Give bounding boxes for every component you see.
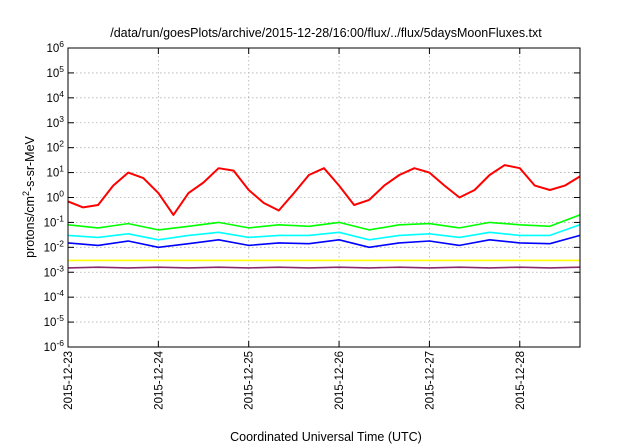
y-tick-label: 10-5 [44, 313, 65, 329]
x-tick-label: 2015-12-23 [63, 351, 75, 410]
y-tick-label: 10-6 [44, 338, 65, 354]
series-line-2 [67, 214, 581, 231]
y-tick-base: 10 [44, 292, 57, 304]
y-tick-base: 10 [44, 267, 57, 279]
y-tick-base: 10 [44, 342, 57, 354]
y-tick-exponent: -2 [56, 238, 64, 248]
y-tick-base: 10 [46, 143, 59, 155]
x-tick-label: 2015-12-27 [424, 351, 436, 410]
x-tick-label: 2015-12-25 [244, 351, 256, 410]
y-tick-exponent: 1 [59, 164, 64, 174]
y-axis-label-pre: protons/cm [23, 196, 37, 258]
y-tick-label: 10-4 [44, 288, 65, 304]
axis-ticks [67, 47, 580, 348]
y-tick-label: 104 [46, 89, 64, 105]
x-axis-label: Coordinated Universal Time (UTC) [230, 430, 422, 444]
y-tick-exponent: 6 [59, 39, 64, 49]
y-axis-label-post: -s-sr-MeV [23, 135, 37, 191]
y-tick-base: 10 [46, 68, 59, 80]
y-tick-label: 10-3 [44, 263, 65, 279]
y-tick-label: 10-2 [44, 238, 65, 254]
series-line-6 [67, 266, 581, 269]
y-tick-exponent: -1 [56, 213, 64, 223]
y-tick-exponent: 2 [59, 139, 64, 149]
y-tick-base: 10 [46, 193, 59, 205]
y-tick-base: 10 [44, 317, 57, 329]
y-tick-exponent: -3 [56, 263, 64, 273]
x-tick-label: 2015-12-24 [153, 350, 165, 409]
chart-title: /data/run/goesPlots/archive/2015-12-28/1… [110, 26, 542, 40]
x-tick-label: 2015-12-28 [515, 351, 527, 410]
x-tick-labels: 2015-12-23 2015-12-24 2015-12-25 2015-12-26… [63, 350, 527, 409]
y-tick-base: 10 [46, 118, 59, 130]
y-tick-exponent: 4 [59, 89, 64, 99]
y-tick-label: 105 [46, 64, 64, 80]
y-tick-labels: 10610510410310210110010-110-210-310-410-… [44, 39, 65, 354]
y-tick-exponent: 3 [59, 114, 64, 124]
y-tick-label: 10-1 [44, 213, 65, 229]
y-tick-label: 100 [46, 189, 64, 205]
y-tick-base: 10 [46, 93, 59, 105]
y-tick-base: 10 [46, 43, 59, 55]
y-tick-exponent: 5 [59, 64, 64, 74]
y-tick-label: 102 [46, 139, 64, 155]
series-line-4 [67, 234, 581, 249]
y-tick-exponent: -4 [56, 288, 64, 298]
y-tick-exponent: -6 [56, 338, 64, 348]
y-tick-base: 10 [44, 217, 57, 229]
y-tick-base: 10 [46, 168, 59, 180]
series-lines [67, 164, 581, 269]
y-tick-exponent: 0 [59, 189, 64, 199]
x-tick-label: 2015-12-26 [334, 351, 346, 410]
y-tick-base: 10 [44, 242, 57, 254]
y-axis-label: protons/cm2-s-sr-MeV [21, 135, 37, 257]
y-axis-label-sup: 2 [21, 191, 31, 196]
series-line-1 [67, 164, 581, 216]
series-line-3 [67, 224, 581, 241]
y-tick-exponent: -5 [56, 313, 64, 323]
y-tick-label: 103 [46, 114, 64, 130]
grid-lines [68, 48, 580, 347]
y-tick-label: 101 [46, 164, 64, 180]
y-tick-label: 106 [46, 39, 64, 55]
